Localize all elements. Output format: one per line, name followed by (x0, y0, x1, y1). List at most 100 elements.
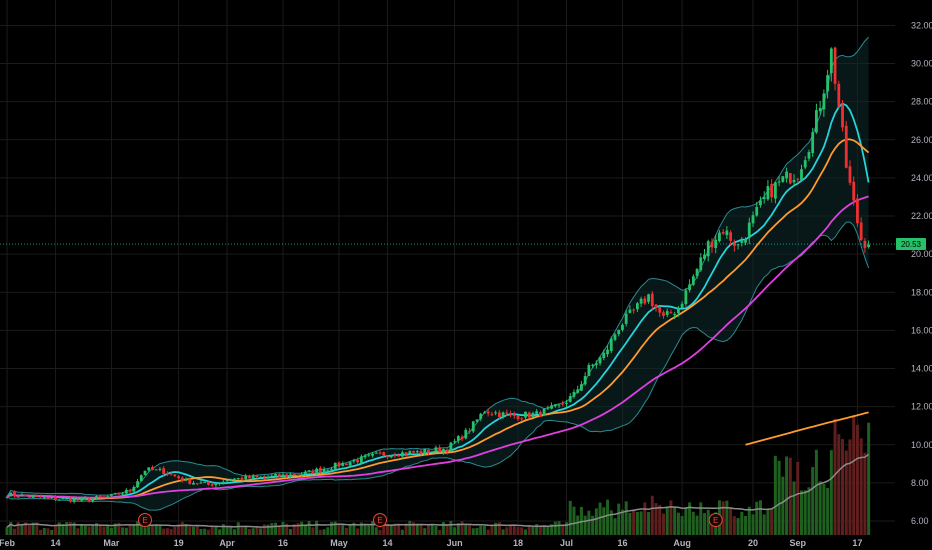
volume-bar (180, 521, 184, 535)
earnings-marker[interactable]: E (708, 513, 723, 527)
candle-body (818, 108, 822, 112)
candle-body (285, 474, 289, 477)
volume-bar (550, 524, 554, 535)
candle-body (736, 244, 740, 246)
candle-body (848, 166, 852, 183)
candle (289, 472, 292, 478)
volume-bar (468, 524, 472, 535)
candle (867, 240, 871, 249)
candle (643, 295, 647, 306)
candle (755, 201, 759, 217)
candle-body (856, 198, 859, 224)
volume-bar (639, 511, 643, 535)
candle (345, 463, 348, 466)
volume-bar (154, 524, 158, 535)
time-axis[interactable]: Feb 14 Mar 19 Apr 16 May 14 Jun 18 Jul 16 Aug 20 Sep 17 (0, 538, 862, 548)
earnings-marker-circle (138, 513, 153, 527)
candle-body (512, 413, 516, 416)
candle-body (460, 436, 464, 440)
candle-body (143, 470, 147, 476)
candle (580, 380, 583, 392)
volume-bar (117, 522, 121, 535)
candle (356, 457, 360, 465)
candle-body (829, 48, 833, 74)
candle (483, 410, 486, 414)
volume-bar (799, 490, 803, 535)
volume-bar (277, 525, 281, 535)
candle (837, 80, 841, 108)
candle-body (714, 239, 718, 248)
candle (688, 279, 691, 293)
candle (740, 236, 744, 247)
candle-body (628, 309, 632, 313)
candle-body (95, 496, 98, 498)
candle-body (785, 171, 788, 179)
candle-body (251, 475, 255, 479)
candle-body (449, 442, 453, 452)
volume-bar (661, 513, 665, 535)
x-tick-label: 17 (852, 538, 862, 548)
volume-bar (863, 452, 867, 535)
candle-body (307, 470, 311, 472)
candle-body (80, 498, 83, 501)
candle-body (274, 473, 277, 476)
candle-body (699, 257, 703, 271)
candle (240, 475, 244, 481)
volume-bar (31, 522, 35, 535)
volume-bar (803, 490, 807, 535)
ma-line-20 (6, 138, 870, 500)
candle (442, 448, 445, 455)
candle-body (445, 449, 449, 452)
candle (703, 248, 706, 261)
volume-bar (598, 502, 602, 535)
volume-bar (322, 529, 326, 535)
earnings-marker[interactable]: E (138, 513, 153, 527)
x-tick-label: Aug (673, 538, 691, 548)
candle (606, 345, 609, 357)
candle (132, 485, 136, 493)
volume-bar (691, 511, 695, 535)
volume-bar (266, 524, 270, 535)
y-tick-label: 28.00 (911, 97, 932, 107)
candle-body (330, 469, 333, 471)
candle-body (568, 396, 572, 402)
volume-bar (203, 528, 207, 535)
candle (792, 174, 796, 186)
volume-bar (318, 529, 322, 535)
candle-body (326, 469, 330, 471)
candle-body (244, 476, 248, 480)
volume-bar (867, 422, 871, 535)
volume-bar (9, 521, 13, 535)
earnings-marker[interactable]: E (373, 513, 387, 527)
candle-body (807, 152, 811, 159)
price-axis[interactable]: 32.00 30.00 28.00 26.00 24.00 22.00 20.00 18.00… (911, 20, 932, 526)
candle-body (815, 110, 818, 133)
candle-body (759, 200, 762, 206)
candle-body (315, 468, 318, 474)
candle (617, 329, 621, 337)
volume-bar (486, 529, 490, 535)
volume-bar (523, 529, 527, 535)
x-tick-label: 16 (278, 538, 288, 548)
candle-body (826, 75, 829, 92)
candle (5, 496, 9, 499)
ma-line-10 (6, 102, 870, 501)
candle (673, 311, 677, 320)
candle (378, 450, 382, 455)
last-price-label: 20.53 (0, 238, 926, 251)
volume-bar (501, 529, 505, 535)
candle-body (363, 455, 367, 458)
candle (136, 479, 139, 488)
candle (20, 492, 24, 497)
candle-body (453, 441, 456, 443)
y-tick-label: 16.00 (911, 325, 932, 335)
candle (639, 296, 643, 308)
volume-bar (785, 456, 789, 535)
volume-bar (206, 529, 210, 535)
candle (505, 409, 509, 417)
volume-bar (624, 501, 628, 535)
candle (244, 473, 248, 481)
candle-body (177, 476, 180, 479)
volume-bar (632, 509, 636, 535)
